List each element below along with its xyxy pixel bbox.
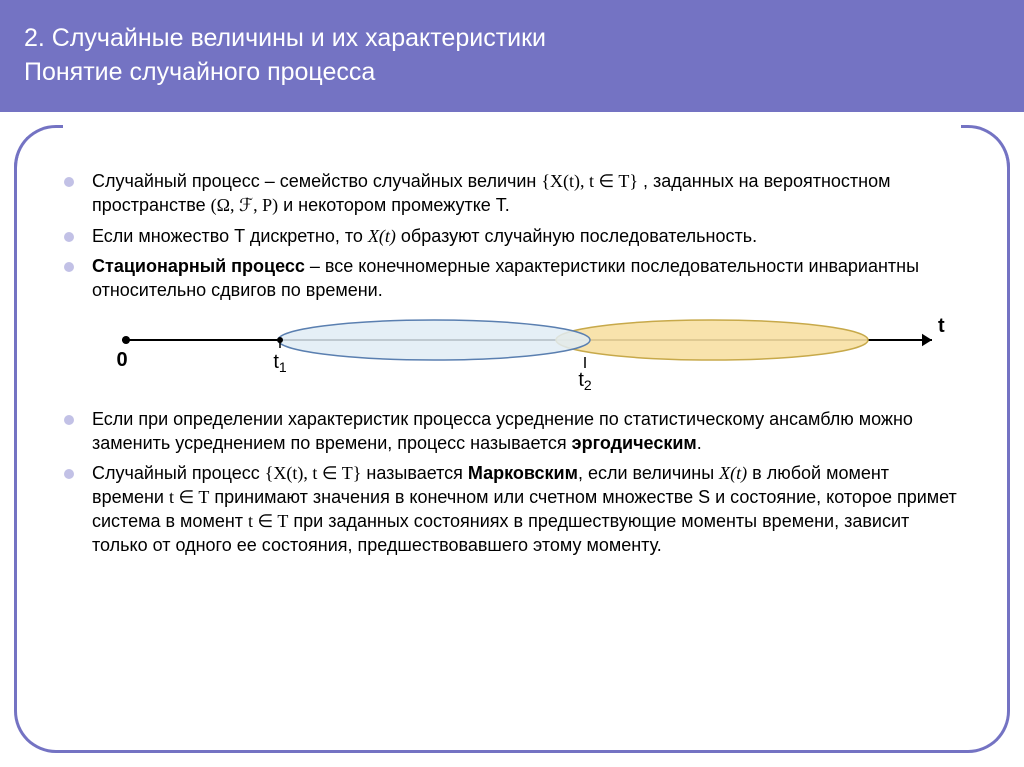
- text: .: [697, 433, 702, 453]
- slide-header: 2. Случайные величины и их характеристик…: [0, 0, 1024, 112]
- text: Случайный процесс – семейство случайных …: [92, 171, 541, 191]
- bullet-item: Если при определении характеристик проце…: [62, 408, 962, 456]
- text: , если величины: [578, 463, 719, 483]
- svg-text:0: 0: [116, 349, 127, 371]
- slide-content: Случайный процесс – семейство случайных …: [62, 170, 962, 564]
- math: t ∈ T: [169, 487, 209, 507]
- bullet-item: Стационарный процесс – все конечномерные…: [62, 255, 962, 303]
- text: и некотором промежутке T.: [278, 195, 510, 215]
- svg-text:t: t: [938, 315, 945, 337]
- bullet-item: Если множество T дискретно, то X(t) обра…: [62, 225, 962, 249]
- math: (Ω, ℱ, P): [211, 195, 279, 215]
- math: {X(t), t ∈ T}: [265, 463, 362, 483]
- bullet-list: Если при определении характеристик проце…: [62, 408, 962, 558]
- diagram-svg: 0 t1 t2 t: [62, 310, 962, 396]
- header-line1: 2. Случайные величины и их характеристик…: [24, 22, 1000, 56]
- math: {X(t), t ∈ T}: [541, 171, 638, 191]
- text-bold: эргодическим: [572, 433, 697, 453]
- math: X(t): [368, 226, 396, 246]
- math: X(t): [719, 463, 747, 483]
- svg-text:t2: t2: [578, 369, 592, 393]
- timeline-diagram: 0 t1 t2 t: [62, 310, 962, 396]
- bullet-list: Случайный процесс – семейство случайных …: [62, 170, 962, 303]
- text: образуют случайную последовательность.: [396, 226, 757, 246]
- header-line2: Понятие случайного процесса: [24, 56, 1000, 90]
- text: Случайный процесс: [92, 463, 265, 483]
- math: t ∈ T: [248, 511, 288, 531]
- text: Если множество T дискретно, то: [92, 226, 368, 246]
- text: Если при определении характеристик проце…: [92, 409, 913, 453]
- bullet-item: Случайный процесс – семейство случайных …: [62, 170, 962, 218]
- text: называется: [361, 463, 468, 483]
- text-bold: Стационарный процесс: [92, 256, 305, 276]
- svg-text:t1: t1: [273, 351, 287, 375]
- bullet-item: Случайный процесс {X(t), t ∈ T} называет…: [62, 462, 962, 557]
- text-bold: Марковским: [468, 463, 578, 483]
